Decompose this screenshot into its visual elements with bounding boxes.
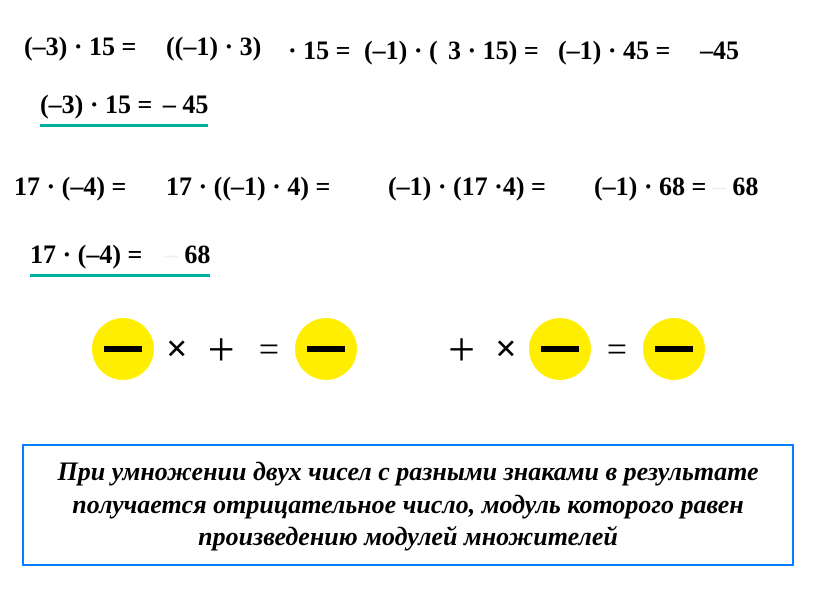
line4-container: 17 · (–4) = – 68 <box>30 240 210 277</box>
line3-part4: (–1) · 68 = <box>594 172 706 201</box>
minus-circle-icon <box>295 318 357 380</box>
line1-part1: (–3) · 15 = <box>24 32 136 62</box>
line4-part3: 68 <box>184 240 210 269</box>
line2-part2: – 45 <box>163 90 209 119</box>
equals-icon: = <box>607 328 627 370</box>
line1-part4: (–1) · ( <box>364 36 438 66</box>
line2-part1: (–3) · 15 = <box>40 90 152 119</box>
equals-icon: = <box>259 328 279 370</box>
sign-diagram-2: + × = <box>440 318 705 380</box>
line1-part7: –45 <box>700 36 739 66</box>
line1-part6: (–1) · 45 = <box>558 36 670 66</box>
sign-diagram-1: × + = <box>92 318 357 380</box>
line3-ghost: – <box>713 172 726 201</box>
minus-circle-icon <box>92 318 154 380</box>
line3-container-end: (–1) · 68 = – 68 <box>594 172 758 202</box>
plus-icon: + <box>448 322 475 377</box>
line3-part6: 68 <box>732 172 758 201</box>
minus-circle-icon <box>643 318 705 380</box>
rule-text: При умножении двух чисел с разными знака… <box>42 456 774 554</box>
line1-part3: · 15 = <box>288 36 351 66</box>
line3-part1: 17 · (–4) = <box>14 172 126 202</box>
line3-part3: (–1) · (17 ·4) = <box>388 172 546 202</box>
line3-part2: 17 · ((–1) · 4) = <box>166 172 330 202</box>
minus-circle-icon <box>529 318 591 380</box>
times-icon: × <box>495 327 517 371</box>
line4-ghost: – <box>165 240 178 269</box>
line1-part2: ((–1) · 3) <box>166 32 261 62</box>
rule-box: При умножении двух чисел с разными знака… <box>22 444 794 566</box>
line2-container: (–3) · 15 = – 45 <box>40 90 208 127</box>
plus-icon: + <box>208 322 235 377</box>
times-icon: × <box>166 327 188 371</box>
line4-part1: 17 · (–4) = <box>30 240 142 269</box>
line1-part5: 3 · 15) = <box>448 36 539 66</box>
